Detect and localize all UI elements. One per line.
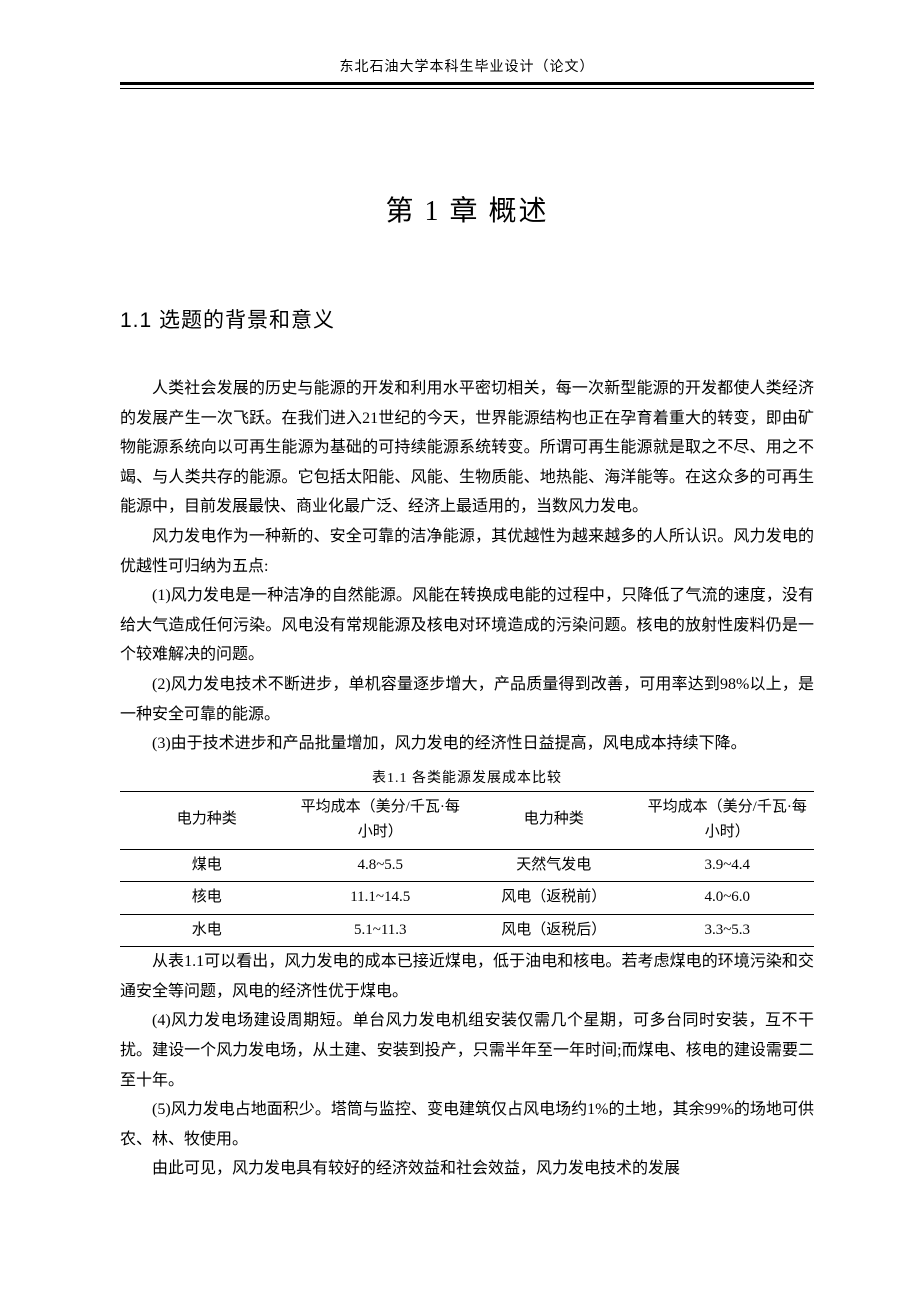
table-cell: 核电 <box>120 882 294 915</box>
header-rule-thick <box>120 82 814 85</box>
table-cell: 风电（返税前） <box>467 882 641 915</box>
table-cell: 3.3~5.3 <box>641 914 815 947</box>
paragraph: (5)风力发电占地面积少。塔筒与监控、变电建筑仅占风电场约1%的土地，其余99%… <box>120 1095 814 1154</box>
paragraph: 人类社会发展的历史与能源的开发和利用水平密切相关，每一次新型能源的开发都使人类经… <box>120 374 814 522</box>
paragraph: (1)风力发电是一种洁净的自然能源。风能在转换成电能的过程中，只降低了气流的速度… <box>120 581 814 670</box>
table-header-cell: 电力种类 <box>467 791 641 849</box>
table-caption: 表1.1 各类能源发展成本比较 <box>120 767 814 787</box>
table-cell: 4.8~5.5 <box>294 849 468 882</box>
table-header-cell: 电力种类 <box>120 791 294 849</box>
table-header-cell: 平均成本（美分/千瓦·每小时） <box>294 791 468 849</box>
table-cell: 3.9~4.4 <box>641 849 815 882</box>
table-cell: 5.1~11.3 <box>294 914 468 947</box>
table-cell: 11.1~14.5 <box>294 882 468 915</box>
body-text: 从表1.1可以看出，风力发电的成本已接近煤电，低于油电和核电。若考虑煤电的环境污… <box>120 947 814 1184</box>
table-row: 核电 11.1~14.5 风电（返税前） 4.0~6.0 <box>120 882 814 915</box>
paragraph: 风力发电作为一种新的、安全可靠的洁净能源，其优越性为越来越多的人所认识。风力发电… <box>120 522 814 581</box>
paragraph: 由此可见，风力发电具有较好的经济效益和社会效益，风力发电技术的发展 <box>120 1154 814 1184</box>
chapter-title: 第 1 章 概述 <box>120 189 814 229</box>
table-row: 水电 5.1~11.3 风电（返税后） 3.3~5.3 <box>120 914 814 947</box>
header-rule-thin <box>120 88 814 89</box>
paragraph: (2)风力发电技术不断进步，单机容量逐步增大，产品质量得到改善，可用率达到98%… <box>120 670 814 729</box>
body-text: 人类社会发展的历史与能源的开发和利用水平密切相关，每一次新型能源的开发都使人类经… <box>120 374 814 759</box>
table-cell: 水电 <box>120 914 294 947</box>
table-row: 煤电 4.8~5.5 天然气发电 3.9~4.4 <box>120 849 814 882</box>
cost-comparison-table: 电力种类 平均成本（美分/千瓦·每小时） 电力种类 平均成本（美分/千瓦·每小时… <box>120 791 814 948</box>
running-head: 东北石油大学本科生毕业设计（论文） <box>120 56 814 76</box>
section-title: 1.1 选题的背景和意义 <box>120 304 814 334</box>
page: 东北石油大学本科生毕业设计（论文） 第 1 章 概述 1.1 选题的背景和意义 … <box>0 0 920 1302</box>
table-cell: 天然气发电 <box>467 849 641 882</box>
table-header-row: 电力种类 平均成本（美分/千瓦·每小时） 电力种类 平均成本（美分/千瓦·每小时… <box>120 791 814 849</box>
table-cell: 4.0~6.0 <box>641 882 815 915</box>
paragraph: 从表1.1可以看出，风力发电的成本已接近煤电，低于油电和核电。若考虑煤电的环境污… <box>120 947 814 1006</box>
table-header-cell: 平均成本（美分/千瓦·每小时） <box>641 791 815 849</box>
table-cell: 风电（返税后） <box>467 914 641 947</box>
paragraph: (4)风力发电场建设周期短。单台风力发电机组安装仅需几个星期，可多台同时安装，互… <box>120 1006 814 1095</box>
table-cell: 煤电 <box>120 849 294 882</box>
paragraph: (3)由于技术进步和产品批量增加，风力发电的经济性日益提高，风电成本持续下降。 <box>120 729 814 759</box>
